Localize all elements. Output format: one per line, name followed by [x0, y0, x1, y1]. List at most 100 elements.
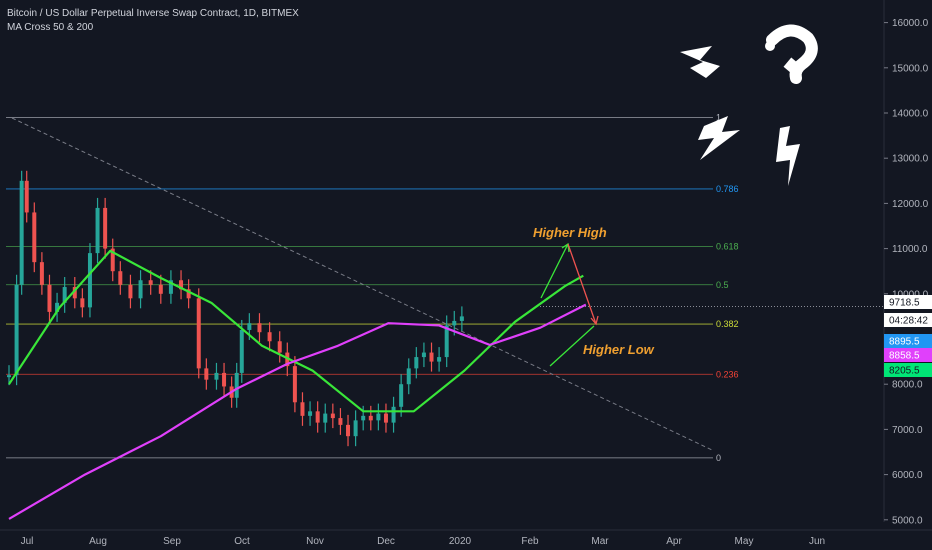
candle-body-3 — [24, 180, 29, 213]
fib-label-4: 0.382 — [716, 319, 739, 329]
candle-body-45 — [368, 415, 373, 421]
annotations: Higher High Higher Low — [533, 225, 655, 357]
candle-body-32 — [267, 332, 272, 342]
y-tick-label-8: 8000.0 — [892, 380, 923, 391]
candle-body-39 — [323, 413, 328, 423]
y-tick-label-0: 16000.0 — [892, 18, 929, 29]
candle-body-22 — [186, 289, 191, 299]
candle-body-33 — [277, 341, 282, 353]
doodles — [680, 24, 818, 186]
candle-body-43 — [353, 420, 358, 437]
candle-body-15 — [118, 271, 123, 285]
candle-body-47 — [383, 413, 388, 423]
arrow-higher-low — [549, 325, 595, 367]
candle-body-12 — [95, 207, 100, 254]
candle-body-24 — [204, 368, 209, 380]
price-badge-0 — [884, 295, 932, 309]
price-badge-label-2: 8895.5 — [889, 337, 920, 348]
price-badges: 9718.5 04:28:42 8895.5 8858.5 8205.5 — [884, 295, 932, 377]
x-tick-label-6: 2020 — [449, 536, 472, 547]
candle-body-42 — [346, 424, 351, 437]
price-badge-4 — [884, 363, 932, 377]
y-tick-label-11: 5000.0 — [892, 515, 923, 526]
arrow-up-green — [540, 243, 569, 299]
annotation-higher-low: Higher Low — [583, 342, 655, 357]
candle-body-21 — [179, 280, 184, 290]
lightning-icon — [698, 116, 740, 160]
candle-body-35 — [292, 366, 297, 403]
indicator-label: MA Cross 50 & 200 — [7, 22, 94, 33]
annotation-arrows — [540, 242, 599, 367]
candle-body-4 — [32, 212, 37, 263]
price-badge-label-3: 8858.5 — [889, 351, 920, 362]
price-badge-label-4: 8205.5 — [889, 366, 920, 377]
candle-body-28 — [234, 372, 239, 398]
candle-body-40 — [330, 413, 335, 419]
price-badge-2 — [884, 334, 932, 348]
candle-body-13 — [103, 207, 108, 249]
price-badge-label-1: 04:28:42 — [889, 316, 928, 327]
candle-body-53 — [429, 352, 434, 362]
y-tick-label-3: 13000.0 — [892, 154, 929, 165]
x-tick-label-5: Dec — [377, 536, 395, 547]
trendline — [11, 117, 713, 451]
candle-body-19 — [158, 284, 163, 294]
candle-body-50 — [406, 368, 411, 385]
candle-body-41 — [338, 418, 343, 425]
candle-body-16 — [128, 284, 133, 299]
price-badge-label-0: 9718.5 — [889, 298, 920, 309]
candle-body-23 — [196, 298, 201, 369]
candle-body-20 — [168, 280, 173, 294]
trendline-dashed — [11, 117, 713, 451]
series-line-0 — [8, 249, 584, 413]
y-tick-label-2: 14000.0 — [892, 109, 929, 120]
candle-body-10 — [80, 298, 85, 308]
candle-body-9 — [72, 287, 77, 299]
candle-body-29 — [239, 329, 244, 373]
candle-body-11 — [87, 253, 92, 308]
candle-body-18 — [148, 280, 153, 285]
candle-body-5 — [39, 262, 44, 285]
x-tick-label-4: Nov — [306, 536, 324, 547]
candle-body-37 — [308, 411, 313, 416]
candle-body-8 — [62, 287, 67, 303]
candles — [7, 170, 464, 447]
x-tick-label-0: Jul — [21, 536, 34, 547]
chart-title: Bitcoin / US Dollar Perpetual Inverse Sw… — [7, 8, 299, 19]
annotation-higher-high: Higher High — [533, 225, 607, 240]
x-tick-label-10: May — [735, 536, 754, 547]
y-tick-label-10: 6000.0 — [892, 470, 923, 481]
candle-body-17 — [138, 280, 143, 299]
fib-label-1: 0.786 — [716, 184, 739, 194]
candle-body-48 — [391, 406, 396, 423]
x-tick-label-7: Feb — [521, 536, 539, 547]
x-tick-label-11: Jun — [809, 536, 825, 547]
candle-body-2 — [19, 180, 24, 285]
candle-body-14 — [110, 248, 115, 272]
candle-body-25 — [214, 372, 219, 380]
candle-body-52 — [421, 352, 426, 358]
fib-label-6: 0 — [716, 453, 721, 463]
fib-label-5: 0.236 — [716, 369, 739, 379]
candle-body-30 — [247, 323, 252, 330]
candle-body-56 — [452, 320, 457, 326]
price-axis[interactable]: 16000.0 15000.0 14000.0 13000.0 12000.0 11000… — [883, 0, 929, 526]
candle-body-54 — [437, 357, 442, 362]
y-tick-label-9: 7000.0 — [892, 425, 923, 436]
candle-body-6 — [47, 284, 52, 312]
x-tick-label-9: Apr — [666, 536, 682, 547]
arrowhead-down — [590, 315, 599, 326]
price-badge-3 — [884, 348, 932, 362]
time-axis[interactable]: Jul Aug Sep Oct Nov Dec 2020 Feb Mar Apr May Jun — [0, 529, 932, 547]
series-line-1 — [8, 303, 587, 520]
y-tick-label-5: 11000.0 — [892, 244, 928, 255]
y-tick-label-4: 12000.0 — [892, 199, 929, 210]
fib-label-2: 0.618 — [716, 241, 739, 251]
candle-body-38 — [315, 411, 320, 423]
candle-body-26 — [222, 372, 227, 387]
fib-levels: 1 0.786 0.618 0.5 0.382 0.236 0 — [6, 113, 739, 463]
candle-body-46 — [376, 413, 381, 421]
y-tick-label-1: 15000.0 — [892, 63, 929, 74]
candle-body-36 — [300, 402, 305, 416]
